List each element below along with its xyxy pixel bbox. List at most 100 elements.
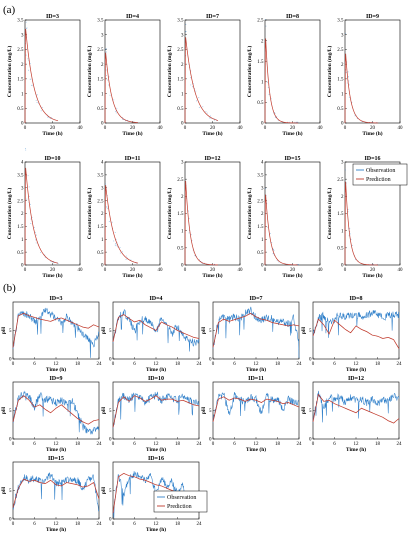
a-observation-point-9 <box>373 263 375 265</box>
a-prediction-line-5 <box>24 167 59 266</box>
a-observation-point-7 <box>198 259 200 261</box>
b-observation-line-7 <box>312 390 400 423</box>
a-frame-2 <box>184 19 241 124</box>
a-observation-point-9 <box>344 169 346 171</box>
a-xtick-label-7: 0 <box>184 268 187 273</box>
a-ylabel-3: Concentration (mg/L) <box>246 46 253 98</box>
a-ytick-label-9: 0.5 <box>337 247 344 252</box>
a-frame-7 <box>184 161 241 266</box>
b-ytick-label-0: 0 <box>9 358 12 363</box>
a-observation-point-0 <box>42 106 44 108</box>
a-observation-point-8 <box>265 187 267 189</box>
a-observation-point-1 <box>114 110 116 112</box>
a-observation-point-6 <box>130 259 132 261</box>
a-ytick-label-4: 2 <box>341 63 344 68</box>
a-observation-point-3 <box>294 121 296 123</box>
a-observation-point-2 <box>202 106 204 108</box>
panel-b-label: (b) <box>3 282 16 294</box>
a-observation-point-8 <box>276 260 278 262</box>
a-observation-point-0 <box>31 84 33 86</box>
b-xtick-label-8: 12 <box>54 522 60 527</box>
a-ylabel-5: Concentration (mg/L) <box>6 188 13 240</box>
a-prediction-line-9 <box>344 181 378 266</box>
b-xtick-label-2: 18 <box>275 362 281 367</box>
a-observation-point-5 <box>29 203 31 205</box>
a-observation-point-6 <box>106 208 108 210</box>
a-observation-point-8 <box>273 249 274 251</box>
a-observation-point-1 <box>108 76 110 78</box>
a-title-6: ID=11 <box>125 156 141 162</box>
b-title-8: ID=15 <box>48 456 64 462</box>
b-xtick-label-1: 0 <box>112 362 115 367</box>
b-prediction-line-1 <box>112 314 200 342</box>
a-observation-point-2 <box>198 97 200 99</box>
a-observation-point-0 <box>36 94 38 96</box>
b-observation-line-8 <box>12 472 100 512</box>
b-observation-line-5 <box>112 391 200 429</box>
a-observation-point-9 <box>351 245 353 247</box>
a-xtick-label-8: 20 <box>290 268 296 273</box>
b-xtick-label-0: 12 <box>54 362 60 367</box>
a-observation-point-5 <box>33 227 35 229</box>
b-frame-2 <box>212 301 300 360</box>
a-observation-point-5 <box>36 234 38 236</box>
a-ytick-label-2: 3.5 <box>177 19 184 24</box>
b-title-1: ID=4 <box>149 296 162 302</box>
a-observation-point-3 <box>265 19 267 21</box>
a-observation-point-0 <box>29 78 31 80</box>
a-observation-point-2 <box>210 115 211 117</box>
b-title-6: ID=11 <box>248 376 264 382</box>
a-ytick-label-3: 1 <box>261 81 264 86</box>
panel-a-label: (a) <box>3 4 16 16</box>
b-prediction-line-3 <box>312 318 400 349</box>
a-ytick-label-7: 0.5 <box>177 247 184 252</box>
a-observation-point-0 <box>29 63 31 65</box>
a-ylabel-8: Concentration (mg/L) <box>246 188 253 240</box>
a-ytick-label-5: 4 <box>21 161 24 166</box>
b-ytick-label-0: 5 <box>9 329 12 334</box>
a-prediction-line-3 <box>264 38 298 124</box>
a-observation-point-3 <box>274 116 276 118</box>
b-prediction-line-5 <box>112 395 200 428</box>
b-xlabel-2: Time (h) <box>246 366 266 373</box>
a-ytick-label-6: 3.5 <box>97 174 104 179</box>
a-ytick-label-7: 1.5 <box>177 212 184 217</box>
a-observation-point-1 <box>122 118 124 120</box>
a-observation-point-3 <box>295 121 297 123</box>
b-xtick-label-1: 24 <box>197 362 203 367</box>
a-ytick-label-6: 2.5 <box>97 199 104 204</box>
a-observation-point-0 <box>35 99 37 101</box>
a-xlabel-8: Time (h) <box>282 272 302 279</box>
a-observation-point-5 <box>35 239 37 241</box>
b-xtick-label-4: 12 <box>54 442 60 447</box>
b-ylabel-6: pH <box>201 406 207 414</box>
b-xtick-label-3: 24 <box>397 362 403 367</box>
b-observation-line-3 <box>312 310 400 338</box>
a-ytick-label-1: 2 <box>101 63 104 68</box>
a-ytick-label-0: 1 <box>21 92 24 97</box>
a-observation-point-1 <box>115 112 117 114</box>
a-ytick-label-9: 2 <box>341 195 344 200</box>
b-xtick-label-5: 24 <box>197 442 203 447</box>
a-observation-point-1 <box>105 48 107 49</box>
a-ytick-label-2: 2.5 <box>177 48 184 53</box>
a-frame-8 <box>264 161 321 266</box>
a-observation-point-6 <box>113 240 115 242</box>
a-observation-point-7 <box>187 210 189 212</box>
a-observation-point-2 <box>205 110 207 112</box>
b-ylabel-7: pH <box>301 406 307 414</box>
a-xtick-label-6: 40 <box>158 268 164 273</box>
a-observation-point-2 <box>190 84 192 86</box>
a-observation-point-3 <box>297 121 299 123</box>
a-title-2: ID=7 <box>206 14 219 20</box>
a-xtick-label-3: 20 <box>290 126 296 131</box>
a-ytick-label-7: 2.5 <box>177 178 184 183</box>
b-title-2: ID=7 <box>249 296 262 302</box>
a-observation-point-6 <box>119 252 121 254</box>
a-frame-0 <box>24 19 81 124</box>
b-xtick-label-1: 18 <box>175 362 181 367</box>
b-ylabel-2: pH <box>201 326 207 334</box>
a-ytick-label-6: 1 <box>101 238 104 243</box>
a-xtick-label-2: 0 <box>184 126 187 131</box>
a-ytick-label-4: 2.5 <box>337 48 344 53</box>
